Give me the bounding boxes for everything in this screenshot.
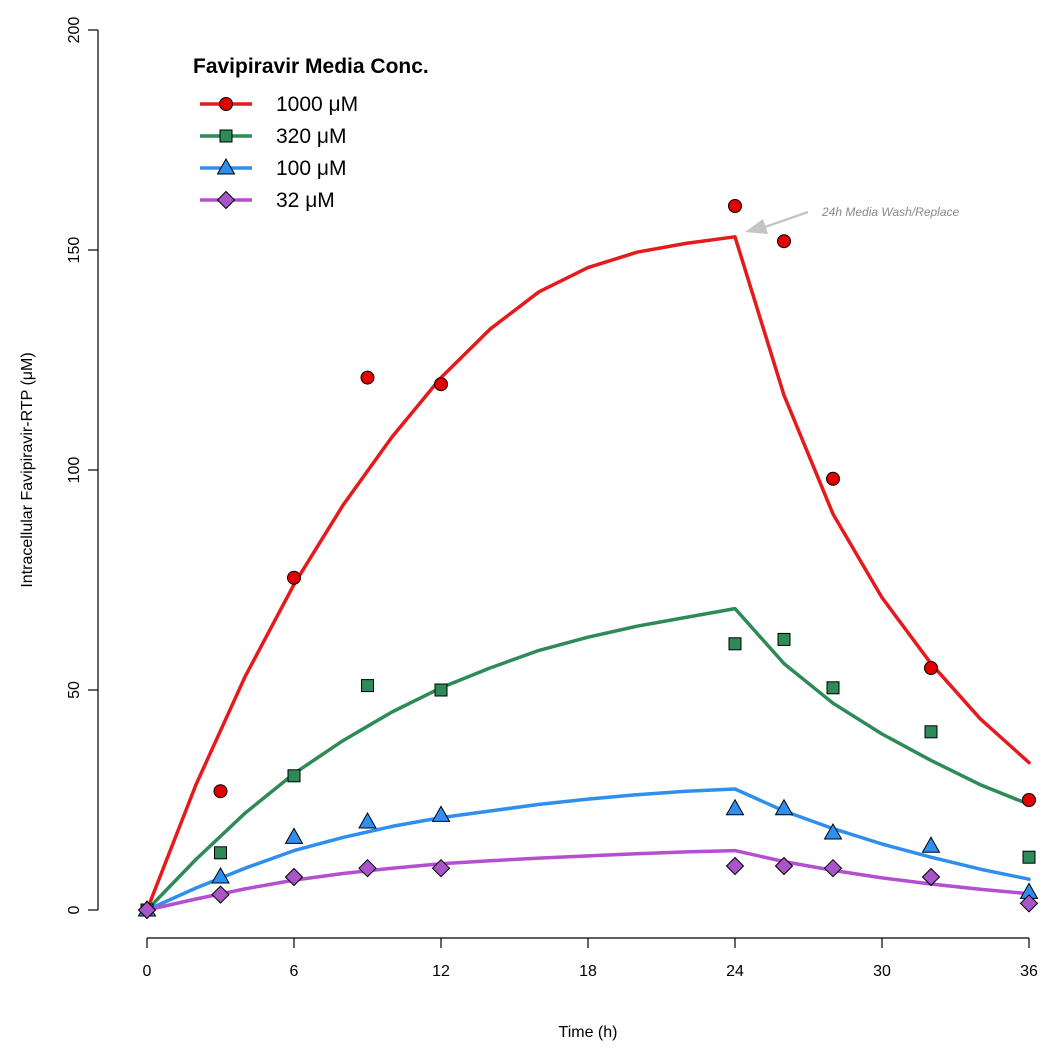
data-point-circle <box>213 784 228 799</box>
data-point-circle <box>1022 793 1036 807</box>
legend-label: 100 μM <box>276 157 346 180</box>
annotation-arrow-head <box>745 219 768 234</box>
wash-annotation: 24h Media Wash/Replace <box>745 205 960 234</box>
y-tick-label: 50 <box>66 681 83 699</box>
x-ticks: 0 6 12 18 24 30 36 <box>143 938 1038 980</box>
data-point-diamond <box>431 858 451 878</box>
data-point-circle <box>924 661 938 675</box>
data-point-square <box>826 681 840 695</box>
data-point-square <box>728 637 742 651</box>
y-tick-label: 200 <box>66 17 83 44</box>
fit-line <box>145 606 1031 912</box>
data-point-circle <box>434 377 448 392</box>
data-point-triangle <box>358 811 377 829</box>
x-tick-label: 18 <box>579 963 597 980</box>
data-point-square <box>287 769 301 783</box>
data-point-triangle <box>284 827 304 844</box>
legend-swatch-marker <box>219 97 233 111</box>
data-point-triangle <box>823 822 843 840</box>
data-point-triangle <box>725 798 745 816</box>
data-point-diamond <box>284 867 304 887</box>
data-point-circle <box>728 199 742 213</box>
x-tick-label: 0 <box>143 963 152 980</box>
legend-items: 1000 μM 320 μM 100 μM 32 μM <box>200 93 358 212</box>
data-point-circle <box>287 570 301 585</box>
data-point-circle <box>826 471 840 486</box>
x-tick-label: 6 <box>290 963 299 980</box>
data-point-diamond <box>725 856 745 876</box>
legend-label: 1000 μM <box>276 93 358 116</box>
y-tick-label: 0 <box>66 905 83 914</box>
legend-label: 320 μM <box>276 125 346 148</box>
x-tick-label: 12 <box>432 963 450 980</box>
annotation-text: 24h Media Wash/Replace <box>821 205 960 219</box>
data-point-square <box>214 846 227 860</box>
observed-points <box>137 199 1039 920</box>
data-point-triangle <box>774 798 794 816</box>
x-tick-label: 36 <box>1020 963 1038 980</box>
data-point-diamond <box>823 858 843 878</box>
legend-swatch-marker <box>219 129 233 143</box>
data-point-diamond <box>1019 894 1039 913</box>
fit-line <box>145 848 1031 912</box>
data-point-square <box>434 683 448 697</box>
data-point-triangle <box>211 866 230 884</box>
data-point-square <box>777 632 791 646</box>
data-point-circle <box>360 370 375 385</box>
legend-label: 32 μM <box>276 189 335 212</box>
fit-lines <box>145 235 1031 912</box>
data-point-diamond <box>211 885 230 904</box>
y-ticks: 0 50 100 150 200 <box>66 17 98 914</box>
data-point-square <box>924 725 938 739</box>
data-point-diamond <box>774 856 794 876</box>
data-point-diamond <box>137 900 157 920</box>
annotation-arrow-shaft <box>764 210 809 229</box>
y-axis-title: Intracellular Favipiravir-RTP (μM) <box>19 352 36 587</box>
x-tick-label: 24 <box>726 963 744 980</box>
data-point-circle <box>777 234 791 249</box>
legend-title: Favipiravir Media Conc. <box>193 55 429 78</box>
legend-swatch-marker <box>216 157 236 175</box>
y-tick-label: 150 <box>66 237 83 264</box>
data-point-triangle <box>431 805 451 822</box>
data-point-square <box>361 679 374 693</box>
fit-line <box>145 235 1031 912</box>
x-axis-title: Time (h) <box>559 1024 618 1041</box>
data-point-square <box>1022 850 1036 864</box>
data-point-triangle <box>921 836 941 853</box>
data-point-diamond <box>921 867 941 887</box>
x-tick-label: 30 <box>873 963 891 980</box>
fit-line <box>145 787 1031 912</box>
data-point-diamond <box>358 858 377 878</box>
y-tick-label: 100 <box>66 457 83 484</box>
legend-swatch-marker <box>216 190 236 210</box>
